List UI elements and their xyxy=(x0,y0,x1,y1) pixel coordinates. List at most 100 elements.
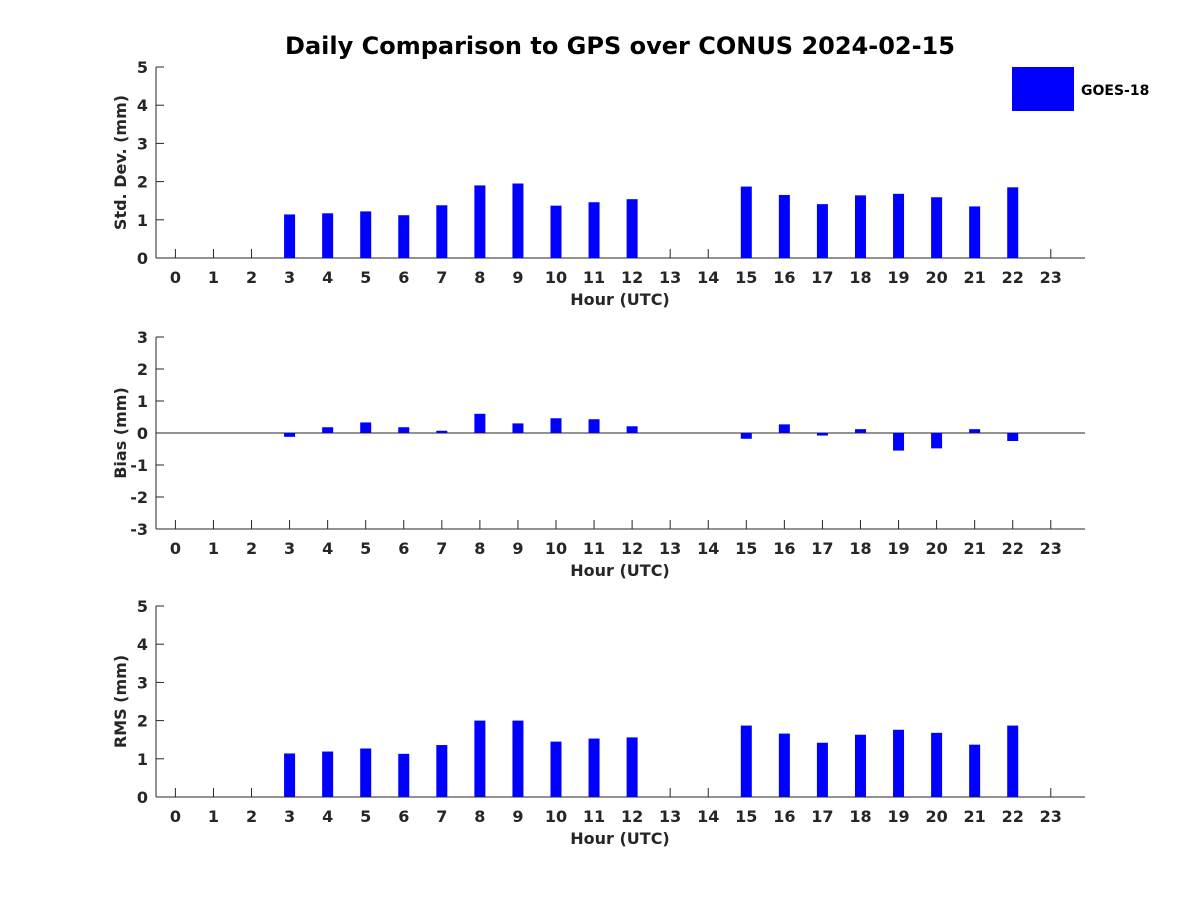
rms-bar xyxy=(1007,725,1019,797)
std-x-tick-label: 20 xyxy=(925,268,947,287)
bias-bar xyxy=(778,424,790,433)
std-y-tick-label: 3 xyxy=(137,134,148,153)
bias-x-tick-label: 23 xyxy=(1040,539,1062,558)
bias-y-tick-label: -3 xyxy=(130,520,148,539)
rms-y-tick-label: 4 xyxy=(137,635,148,654)
std-x-tick-label: 23 xyxy=(1040,268,1062,287)
bias-x-tick-label: 18 xyxy=(849,539,871,558)
bias-y-tick-label: -1 xyxy=(130,456,148,475)
bias-y-tick-label: 3 xyxy=(137,328,148,347)
rms-x-tick-label: 14 xyxy=(697,807,719,826)
bias-x-tick-label: 21 xyxy=(964,539,986,558)
bias-x-tick-label: 9 xyxy=(512,539,523,558)
std-x-tick-label: 1 xyxy=(208,268,219,287)
std-bar xyxy=(969,206,981,258)
bias-x-tick-label: 22 xyxy=(1002,539,1024,558)
bias-bar xyxy=(322,427,334,433)
rms-x-tick-label: 7 xyxy=(436,807,447,826)
legend: GOES-18 xyxy=(1012,67,1149,111)
chart-title: Daily Comparison to GPS over CONUS 2024-… xyxy=(285,32,955,60)
bias-bar xyxy=(740,433,752,439)
rms-x-tick-label: 23 xyxy=(1040,807,1062,826)
rms-y-tick-label: 1 xyxy=(137,750,148,769)
bias-y-tick-label: -2 xyxy=(130,488,148,507)
rms-x-tick-label: 17 xyxy=(811,807,833,826)
rms-x-tick-label: 1 xyxy=(208,807,219,826)
bias-x-tick-label: 0 xyxy=(170,539,181,558)
std-x-tick-label: 11 xyxy=(583,268,605,287)
legend-swatch xyxy=(1012,67,1074,111)
bias-bar xyxy=(512,423,524,433)
std-bar xyxy=(474,185,486,258)
rms-x-tick-label: 10 xyxy=(545,807,567,826)
bias-bar xyxy=(360,422,372,433)
std-x-tick-label: 0 xyxy=(170,268,181,287)
bias-x-tick-label: 6 xyxy=(398,539,409,558)
bias-bar xyxy=(854,429,866,433)
std-x-tick-label: 19 xyxy=(887,268,909,287)
rms-x-tick-label: 9 xyxy=(512,807,523,826)
std-x-tick-label: 22 xyxy=(1002,268,1024,287)
rms-x-tick-label: 21 xyxy=(964,807,986,826)
rms-x-tick-label: 22 xyxy=(1002,807,1024,826)
bias-x-tick-label: 17 xyxy=(811,539,833,558)
std-bar xyxy=(893,193,905,258)
bias-x-tick-label: 3 xyxy=(284,539,295,558)
bias-bar xyxy=(474,413,486,433)
rms-x-tick-label: 3 xyxy=(284,807,295,826)
std-x-tick-label: 10 xyxy=(545,268,567,287)
rms-bar xyxy=(550,741,562,797)
rms-bar xyxy=(893,729,905,797)
rms-bar xyxy=(931,732,943,797)
rms-y-axis-label: RMS (mm) xyxy=(111,655,130,748)
bias-x-tick-label: 7 xyxy=(436,539,447,558)
rms-bar xyxy=(969,744,981,797)
std-bar xyxy=(360,211,372,258)
rms-x-tick-label: 18 xyxy=(849,807,871,826)
bias-x-tick-label: 8 xyxy=(474,539,485,558)
bias-x-tick-label: 19 xyxy=(887,539,909,558)
std-x-tick-label: 9 xyxy=(512,268,523,287)
bias-bar xyxy=(1007,433,1019,441)
bias-x-tick-label: 1 xyxy=(208,539,219,558)
rms-y-tick-label: 5 xyxy=(137,597,148,616)
rms-x-tick-label: 2 xyxy=(246,807,257,826)
std-bar xyxy=(588,202,600,258)
rms-x-tick-label: 16 xyxy=(773,807,795,826)
std-bar xyxy=(740,186,752,258)
std-y-tick-label: 2 xyxy=(137,173,148,192)
std-x-tick-label: 16 xyxy=(773,268,795,287)
bias-x-tick-label: 15 xyxy=(735,539,757,558)
bias-x-tick-label: 4 xyxy=(322,539,333,558)
rms-x-tick-label: 5 xyxy=(360,807,371,826)
rms-x-tick-label: 4 xyxy=(322,807,333,826)
std-x-tick-label: 7 xyxy=(436,268,447,287)
bias-x-tick-label: 13 xyxy=(659,539,681,558)
rms-bar xyxy=(816,742,828,797)
std-x-tick-label: 4 xyxy=(322,268,333,287)
rms-bar xyxy=(778,733,790,797)
bias-x-tick-label: 11 xyxy=(583,539,605,558)
rms-bar xyxy=(322,751,334,797)
bias-x-tick-label: 14 xyxy=(697,539,719,558)
bias-x-tick-label: 16 xyxy=(773,539,795,558)
std-bar xyxy=(778,194,790,258)
bias-bar xyxy=(588,419,600,433)
std-x-tick-label: 18 xyxy=(849,268,871,287)
rms-bar xyxy=(740,725,752,797)
std-bar xyxy=(322,213,334,258)
rms-y-tick-label: 2 xyxy=(137,712,148,731)
bias-bar xyxy=(284,433,296,437)
rms-bar xyxy=(398,753,410,797)
std-y-tick-label: 1 xyxy=(137,211,148,230)
std-bar xyxy=(512,183,524,258)
bias-y-tick-label: 2 xyxy=(137,360,148,379)
bias-bar xyxy=(436,430,448,433)
rms-bar xyxy=(436,745,448,797)
std-x-tick-label: 6 xyxy=(398,268,409,287)
bias-x-axis-label: Hour (UTC) xyxy=(570,561,670,580)
bias-bar xyxy=(969,429,981,433)
std-bar xyxy=(436,205,448,258)
